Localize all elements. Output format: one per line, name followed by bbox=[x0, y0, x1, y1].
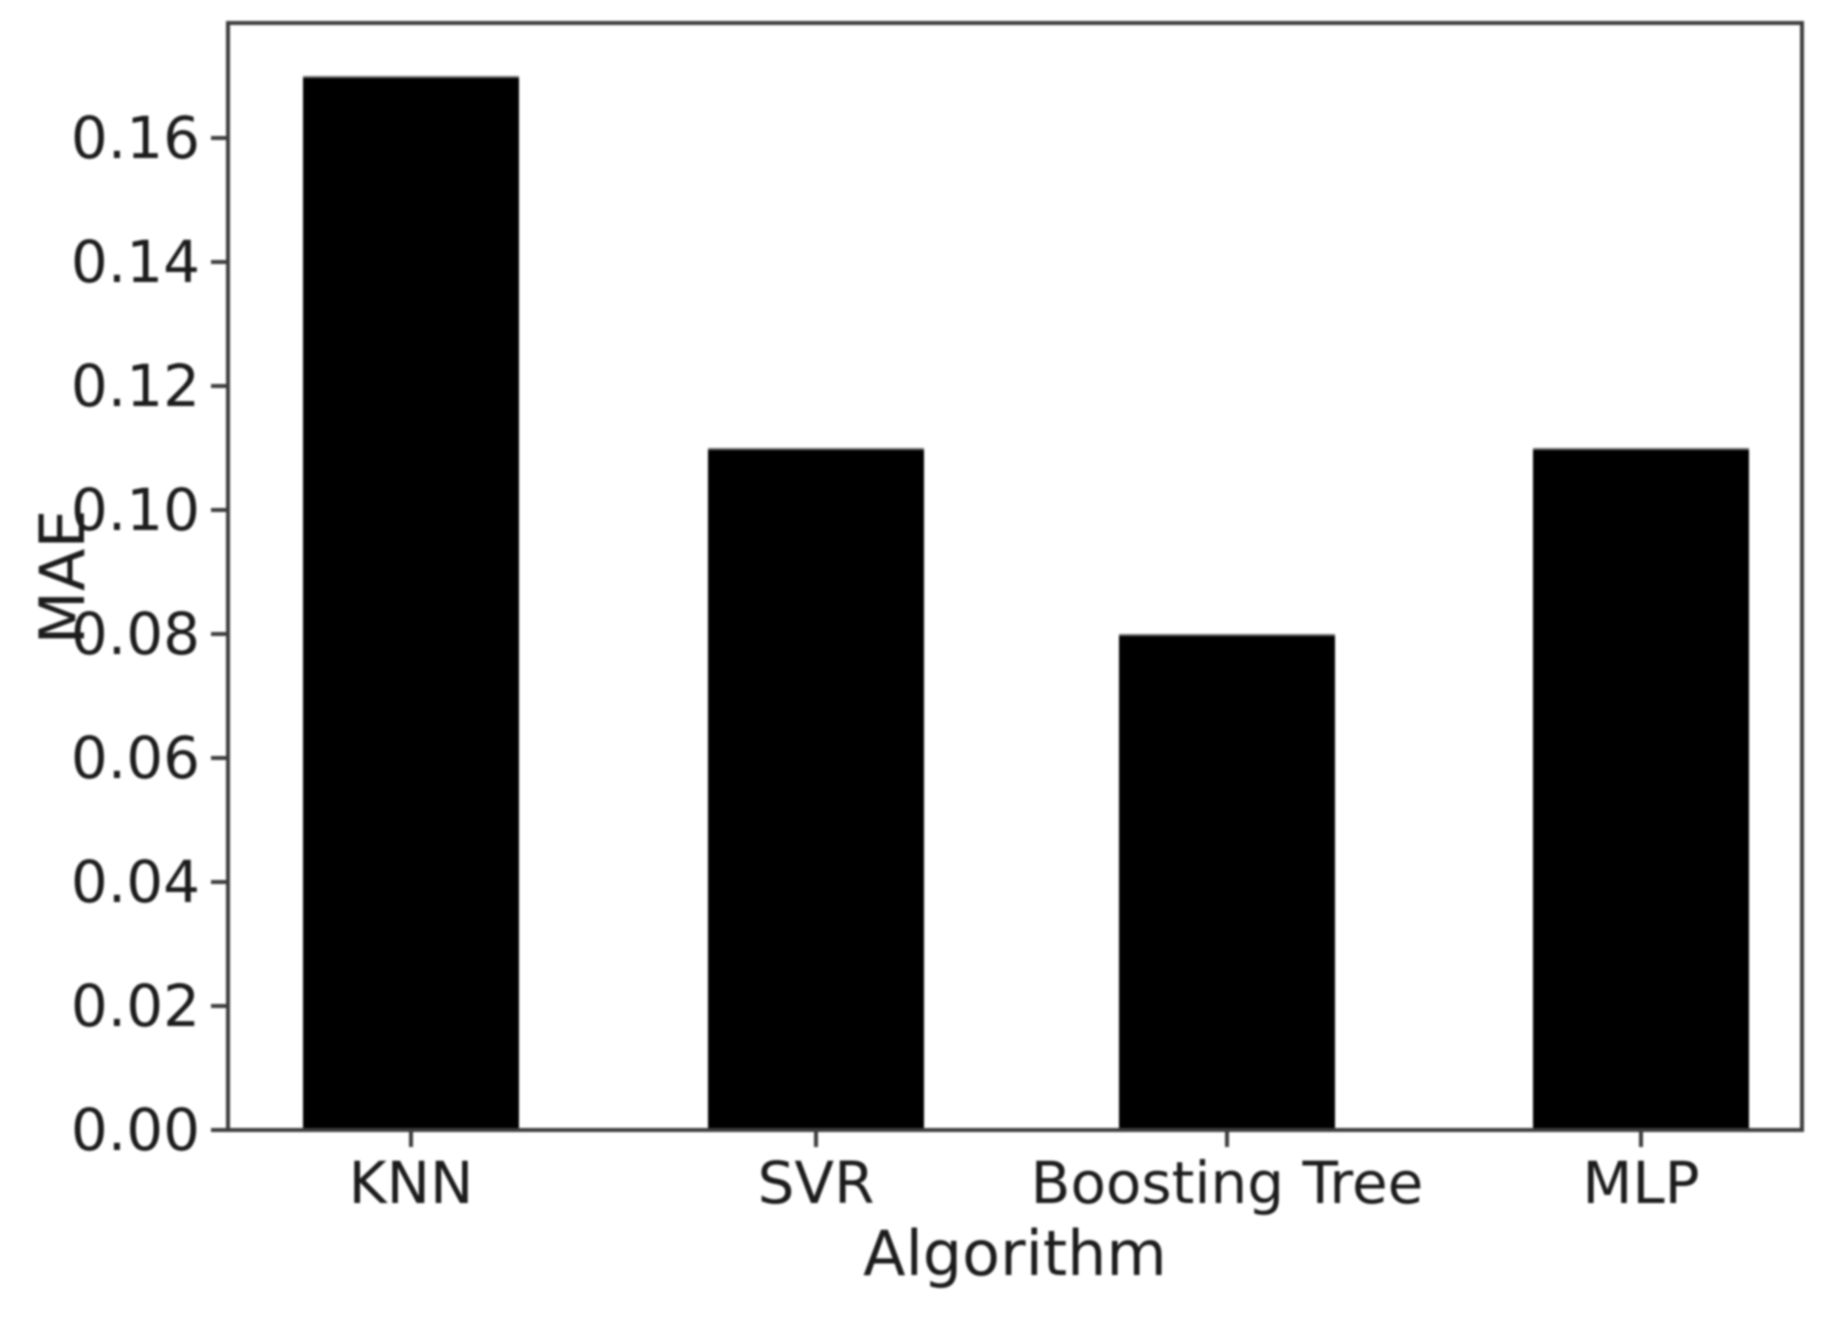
y-tick-mark bbox=[211, 1003, 228, 1008]
y-tick-label: 0.04 bbox=[70, 847, 200, 916]
y-tick-mark bbox=[211, 507, 228, 512]
bar-boosting-tree bbox=[1119, 633, 1335, 1130]
y-tick-mark bbox=[211, 383, 228, 388]
x-tick-mark bbox=[814, 1130, 818, 1147]
x-tick-label-mlp: MLP bbox=[1582, 1149, 1700, 1217]
x-axis-title: Algorithm bbox=[863, 1217, 1167, 1290]
y-tick-mark bbox=[211, 755, 228, 760]
x-tick-mark bbox=[1225, 1130, 1229, 1147]
x-tick-label-knn: KNN bbox=[348, 1149, 474, 1217]
y-tick-label: 0.12 bbox=[70, 351, 200, 420]
y-tick-label: 0.00 bbox=[70, 1096, 200, 1164]
y-tick-mark bbox=[211, 259, 228, 264]
x-tick-mark bbox=[409, 1130, 413, 1147]
y-tick-mark bbox=[211, 879, 228, 884]
y-tick-label: 0.14 bbox=[70, 227, 200, 296]
y-tick-mark bbox=[211, 1128, 228, 1132]
y-tick-label: 0.06 bbox=[70, 723, 200, 792]
y-tick-mark bbox=[211, 631, 228, 636]
x-tick-label-svr: SVR bbox=[757, 1149, 875, 1217]
y-tick-mark bbox=[211, 135, 228, 140]
y-axis-title: MAE bbox=[26, 508, 99, 645]
y-tick-label: 0.08 bbox=[70, 599, 200, 668]
x-tick-label-boosting-tree: Boosting Tree bbox=[1030, 1149, 1424, 1217]
x-tick-mark bbox=[1639, 1130, 1643, 1147]
bar-svr bbox=[708, 447, 924, 1130]
y-tick-label: 0.16 bbox=[70, 103, 200, 172]
y-tick-label: 0.10 bbox=[70, 475, 200, 544]
bar-mlp bbox=[1533, 447, 1749, 1130]
y-tick-label: 0.02 bbox=[70, 971, 200, 1040]
bar-knn bbox=[303, 75, 519, 1130]
